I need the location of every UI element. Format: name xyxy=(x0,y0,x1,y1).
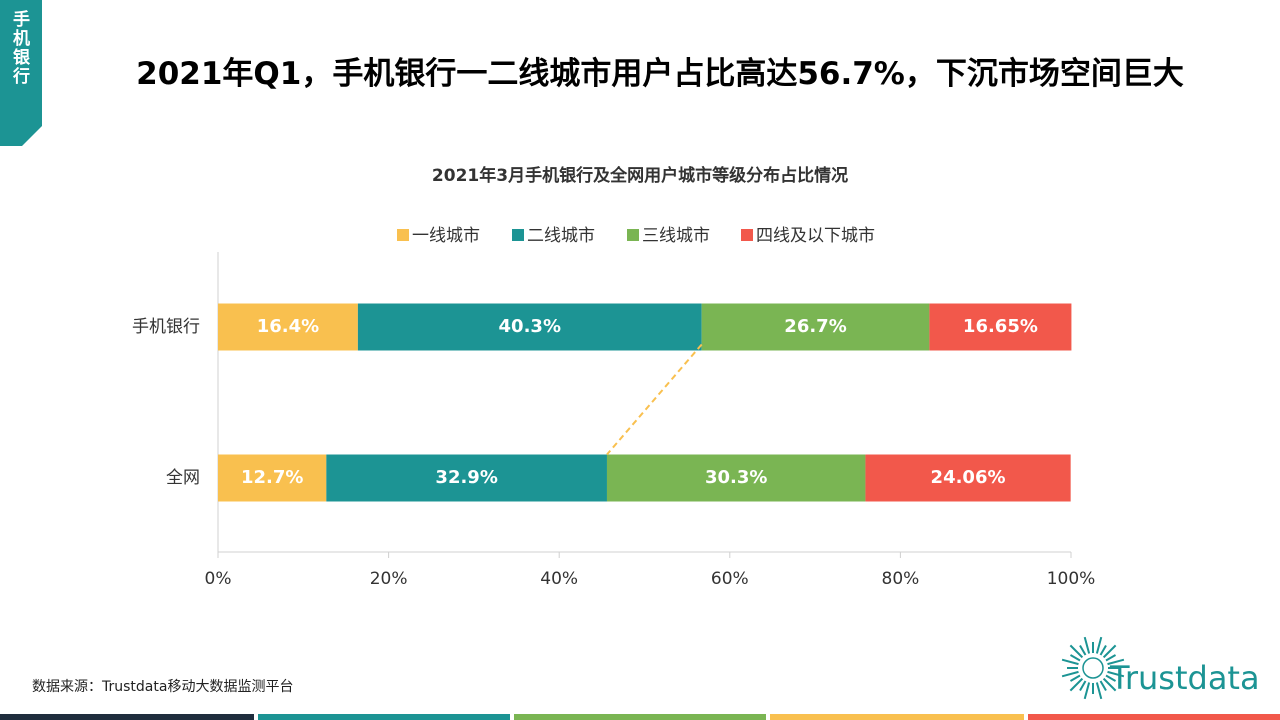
bar-segment xyxy=(357,303,702,351)
legend-label: 三线城市 xyxy=(642,226,710,246)
data-label: 16.65% xyxy=(963,316,1038,337)
page-title: 2021年Q1，手机银行一二线城市用户占比高达56.7%，下沉市场空间巨大 xyxy=(136,56,1184,92)
logo-ray xyxy=(1061,670,1079,678)
logo-ray xyxy=(1099,680,1107,692)
strip xyxy=(258,714,510,720)
tab-label: 手机银行 xyxy=(9,10,29,86)
legend-label: 一线城市 xyxy=(412,226,480,246)
data-label: 24.06% xyxy=(931,467,1006,488)
logo-ray xyxy=(1102,677,1117,692)
logo-ray xyxy=(1083,682,1091,700)
logo-ray xyxy=(1083,636,1091,654)
bar-segment xyxy=(701,303,930,351)
x-tick-label: 0% xyxy=(205,569,232,589)
legend-label: 二线城市 xyxy=(527,226,595,246)
bar-segment xyxy=(326,454,607,502)
data-label: 26.7% xyxy=(784,316,846,337)
legend-swatch xyxy=(512,229,524,241)
connector xyxy=(606,343,703,456)
legend-swatch xyxy=(397,229,409,241)
data-label: 12.7% xyxy=(241,467,303,488)
x-tick-label: 100% xyxy=(1047,569,1096,589)
logo-icon xyxy=(1061,636,1125,700)
logo-ray xyxy=(1069,674,1081,682)
tab-bg xyxy=(0,0,42,146)
logo-ray xyxy=(1095,636,1103,654)
logo-ray xyxy=(1105,654,1117,662)
logo-ray xyxy=(1102,644,1117,659)
bar-segment xyxy=(218,454,327,502)
logo-ray xyxy=(1079,644,1087,656)
bar-segment xyxy=(606,454,866,502)
logo-ray xyxy=(1079,680,1087,692)
bar-segment xyxy=(218,303,358,351)
x-tick-label: 20% xyxy=(370,569,408,589)
logo-ray xyxy=(1069,654,1081,662)
logo-text: Trustdata xyxy=(1109,659,1260,697)
legend-swatch xyxy=(741,229,753,241)
y-tick-label: 全网 xyxy=(166,468,200,488)
x-tick-label: 60% xyxy=(711,569,749,589)
x-tick-label: 80% xyxy=(882,569,920,589)
bar-segment xyxy=(865,454,1071,502)
logo-ray xyxy=(1069,644,1084,659)
strip xyxy=(770,714,1024,720)
data-label: 16.4% xyxy=(257,316,319,337)
logo-ray xyxy=(1105,674,1117,682)
data-label: 30.3% xyxy=(705,467,767,488)
legend-swatch xyxy=(627,229,639,241)
logo-ray xyxy=(1099,644,1107,656)
logo-ray xyxy=(1069,677,1084,692)
data-label: 32.9% xyxy=(435,467,497,488)
logo-ray xyxy=(1107,670,1125,678)
logo-ray xyxy=(1095,682,1103,700)
logo-ray xyxy=(1061,658,1079,666)
strip xyxy=(1028,714,1280,720)
data-label: 40.3% xyxy=(499,316,561,337)
legend-label: 四线及以下城市 xyxy=(756,226,875,246)
x-tick-label: 40% xyxy=(540,569,578,589)
bar-segment xyxy=(929,303,1072,351)
y-tick-label: 手机银行 xyxy=(132,317,200,337)
strip xyxy=(514,714,766,720)
source-note: 数据来源：Trustdata移动大数据监测平台 xyxy=(32,679,294,695)
strip xyxy=(0,714,254,720)
chart-title: 2021年3月手机银行及全网用户城市等级分布占比情况 xyxy=(432,165,848,186)
logo-ray xyxy=(1107,658,1125,666)
